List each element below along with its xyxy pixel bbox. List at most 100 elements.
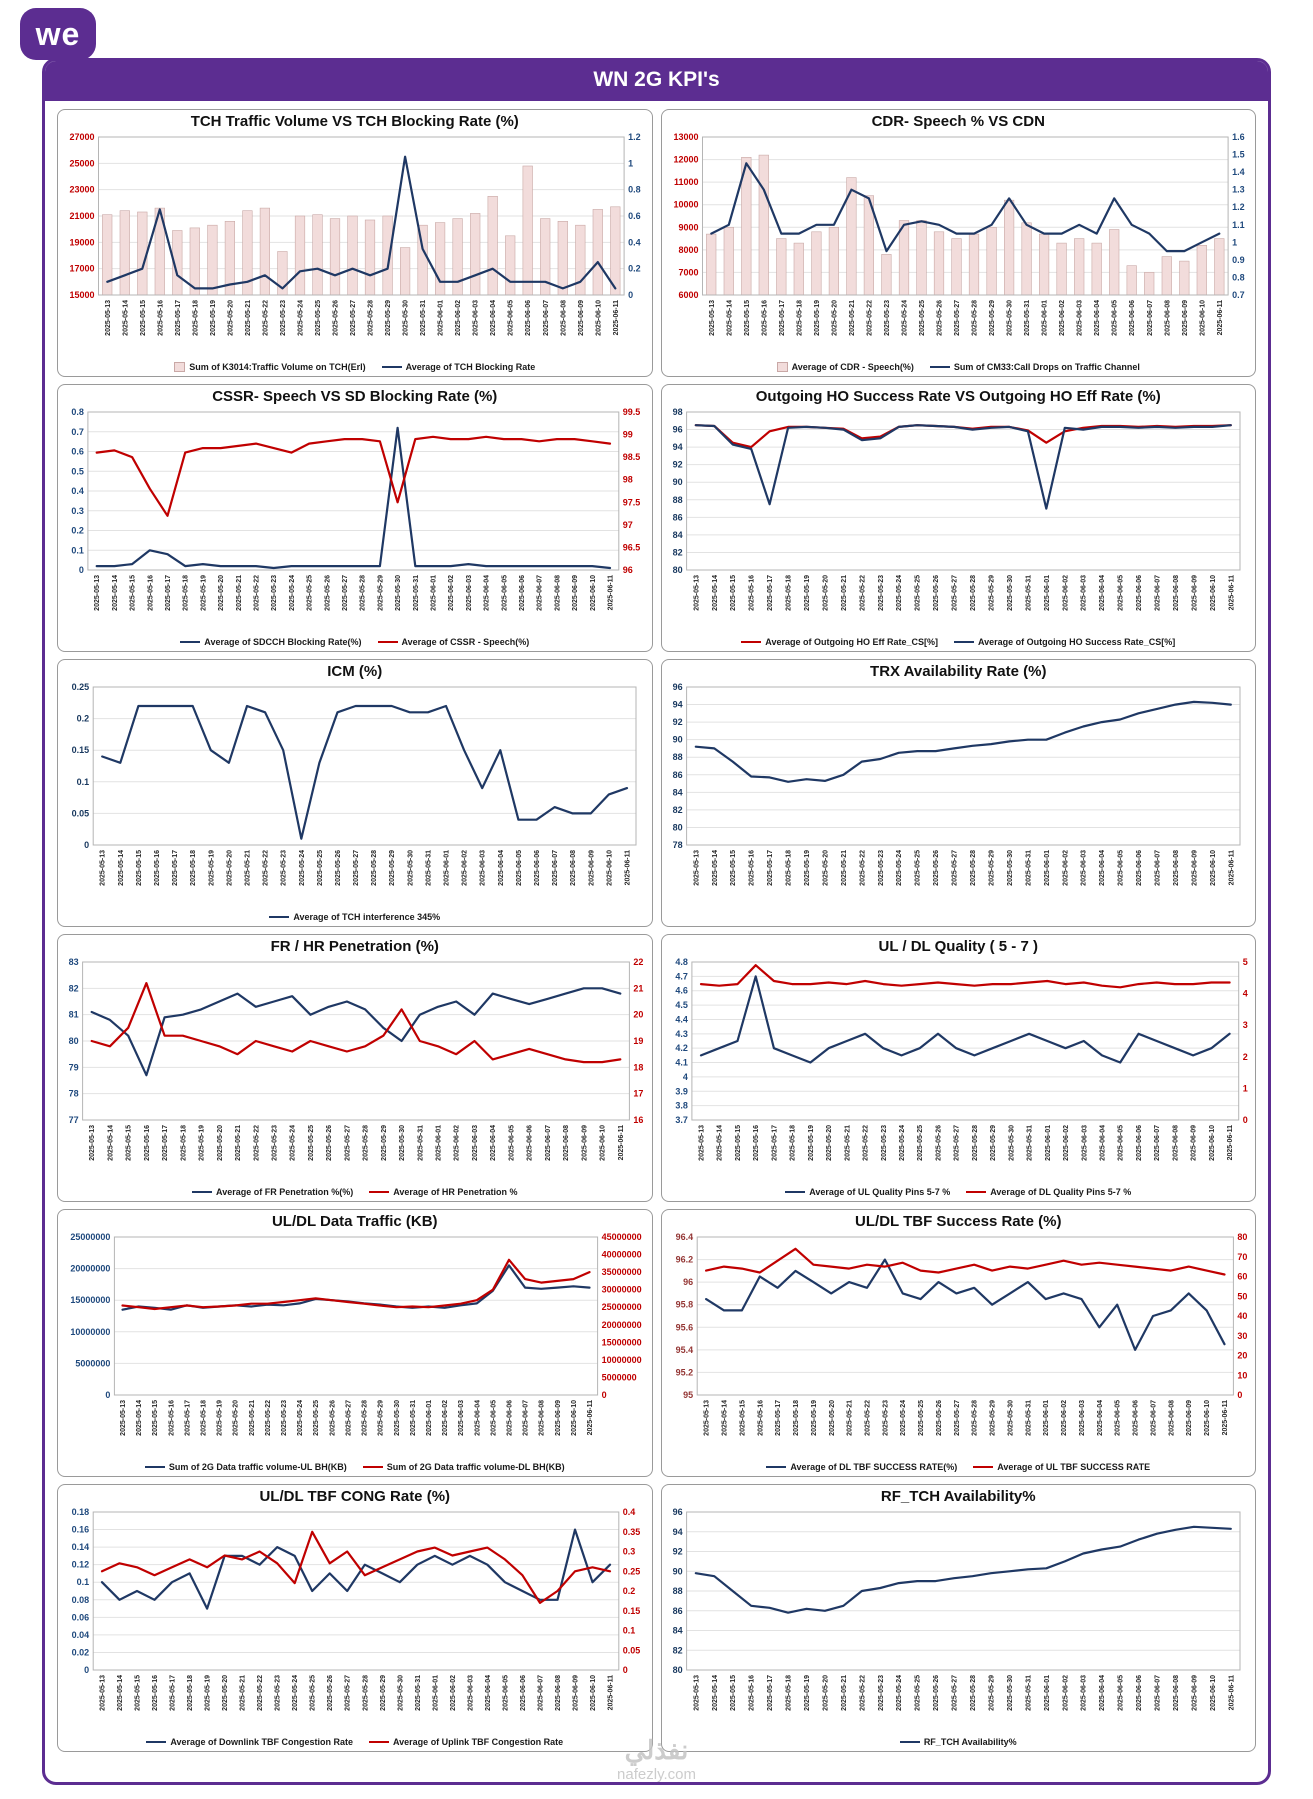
svg-text:2025-05-24: 2025-05-24 [297,300,304,336]
svg-text:2025-06-06: 2025-06-06 [1136,575,1143,611]
legend-item: Sum of 2G Data traffic volume-UL BH(KB) [144,1461,347,1473]
svg-text:0.16: 0.16 [72,1525,90,1535]
svg-text:2025-06-06: 2025-06-06 [507,1400,514,1436]
legend-line-marker-icon [146,1741,167,1743]
svg-text:2025-06-03: 2025-06-03 [480,850,487,886]
svg-text:2025-05-31: 2025-05-31 [1025,1675,1032,1711]
legend-item: Average of Outgoing HO Success Rate_CS[%… [953,636,1175,648]
svg-text:2025-06-06: 2025-06-06 [534,850,541,886]
legend-item: Average of Outgoing HO Eff Rate_CS[%] [741,636,938,648]
svg-text:0.7: 0.7 [1232,290,1245,300]
svg-text:2025-06-09: 2025-06-09 [588,850,595,886]
svg-text:2025-05-30: 2025-05-30 [1006,575,1013,611]
svg-text:2025-06-08: 2025-06-08 [570,850,577,886]
svg-text:10000: 10000 [673,200,698,210]
svg-text:2025-06-02: 2025-06-02 [1062,1675,1069,1711]
svg-text:2: 2 [1242,1052,1247,1062]
legend-label: Average of TCH interference 345% [293,912,441,922]
report-card: WN 2G KPI's TCH Traffic Volume VS TCH Bl… [42,58,1271,1785]
svg-text:2025-05-15: 2025-05-15 [126,1125,133,1161]
svg-text:2025-06-04: 2025-06-04 [1096,1400,1103,1436]
svg-text:2025-06-07: 2025-06-07 [1150,1400,1157,1436]
svg-text:2025-06-08: 2025-06-08 [563,1125,570,1161]
svg-text:80: 80 [672,822,682,832]
svg-text:2025-05-15: 2025-05-15 [730,850,737,886]
svg-text:2025-05-24: 2025-05-24 [289,575,296,611]
svg-text:2025-06-07: 2025-06-07 [552,850,559,886]
svg-text:2025-06-03: 2025-06-03 [473,300,480,336]
legend-label: Average of DL TBF SUCCESS RATE(%) [790,1462,958,1472]
svg-text:2025-05-17: 2025-05-17 [172,850,179,886]
svg-text:2025-05-30: 2025-05-30 [403,300,410,336]
legend-label: Average of UL Quality Pins 5-7 % [809,1187,951,1197]
svg-text:2025-05-28: 2025-05-28 [971,300,978,336]
chart-legend: Average of UL Quality Pins 5-7 % Average … [666,1186,1252,1198]
svg-text:2025-05-25: 2025-05-25 [919,300,926,336]
svg-text:2025-05-25: 2025-05-25 [307,575,314,611]
svg-text:84: 84 [672,530,682,540]
svg-text:1.2: 1.2 [1232,202,1245,212]
svg-text:2025-05-19: 2025-05-19 [199,1125,206,1161]
svg-text:0.3: 0.3 [623,1547,636,1557]
svg-text:2025-05-29: 2025-05-29 [988,1675,995,1711]
svg-text:2025-05-21: 2025-05-21 [840,575,847,611]
svg-text:2025-06-10: 2025-06-10 [1209,850,1216,886]
chart-plot: 0 5000000 10000000 15000000 20000000 25000000… [70,1232,642,1436]
svg-text:2025-06-09: 2025-06-09 [1191,850,1198,886]
svg-text:2025-05-31: 2025-05-31 [1025,1400,1032,1436]
svg-text:2025-05-19: 2025-05-19 [200,575,207,611]
legend-label: Sum of K3014:Traffic Volume on TCH(Erl) [189,362,366,372]
svg-text:2025-05-26: 2025-05-26 [935,1125,942,1161]
svg-text:20: 20 [1237,1351,1247,1361]
svg-text:2025-05-31: 2025-05-31 [413,575,420,611]
svg-text:2025-05-29: 2025-05-29 [988,575,995,611]
svg-text:2025-05-15: 2025-05-15 [140,300,147,336]
svg-text:81: 81 [69,1010,79,1020]
svg-text:2025-05-27: 2025-05-27 [951,575,958,611]
svg-text:86: 86 [672,1606,682,1616]
svg-text:1: 1 [1232,237,1237,247]
svg-text:0.14: 0.14 [72,1542,90,1552]
svg-text:2025-05-31: 2025-05-31 [425,850,432,886]
svg-text:2025-05-13: 2025-05-13 [120,1400,127,1436]
svg-text:2025-06-04: 2025-06-04 [1099,1125,1106,1161]
svg-text:2025-05-26: 2025-05-26 [329,1400,336,1436]
svg-text:2025-05-18: 2025-05-18 [200,1400,207,1436]
svg-text:88: 88 [672,752,682,762]
svg-text:88: 88 [672,495,682,505]
svg-text:78: 78 [672,840,682,850]
svg-text:0.2: 0.2 [628,264,641,274]
svg-text:2025-05-13: 2025-05-13 [693,1675,700,1711]
svg-text:2025-06-06: 2025-06-06 [525,300,532,336]
svg-text:94: 94 [672,442,682,452]
svg-text:2025-05-20: 2025-05-20 [226,850,233,886]
svg-text:17000: 17000 [69,264,94,274]
svg-text:2025-05-15: 2025-05-15 [730,1675,737,1711]
svg-text:77: 77 [69,1115,79,1125]
svg-text:96: 96 [623,565,633,575]
chart-title: Outgoing HO Success Rate VS Outgoing HO … [755,388,1161,405]
svg-text:2025-05-20: 2025-05-20 [222,1675,229,1711]
svg-text:2025-05-20: 2025-05-20 [227,300,234,336]
legend-item: Average of FR Penetration %(%) [192,1186,353,1198]
svg-text:2025-06-07: 2025-06-07 [545,1125,552,1161]
svg-text:0.1: 0.1 [623,1626,636,1636]
legend-line-marker-icon [766,1466,787,1468]
svg-text:92: 92 [672,1547,682,1557]
svg-text:0.7: 0.7 [71,427,84,437]
svg-text:2025-06-01: 2025-06-01 [1041,300,1048,336]
svg-text:2025-05-22: 2025-05-22 [859,850,866,886]
svg-text:35000000: 35000000 [602,1267,642,1277]
legend-item: Average of CSSR - Speech(%) [377,636,529,648]
svg-text:2025-05-14: 2025-05-14 [716,1125,723,1161]
svg-text:2025-06-08: 2025-06-08 [1164,300,1171,336]
svg-text:2025-06-05: 2025-06-05 [1114,1400,1121,1436]
svg-text:2025-05-13: 2025-05-13 [703,1400,710,1436]
svg-text:2025-06-09: 2025-06-09 [555,1400,562,1436]
svg-text:0.8: 0.8 [628,185,641,195]
svg-text:21: 21 [633,983,643,993]
legend-label: RF_TCH Availability% [923,1737,1017,1747]
svg-text:2025-05-23: 2025-05-23 [275,1675,282,1711]
chart-title: CSSR- Speech VS SD Blocking Rate (%) [212,388,498,405]
svg-text:2025-06-01: 2025-06-01 [426,1400,433,1436]
